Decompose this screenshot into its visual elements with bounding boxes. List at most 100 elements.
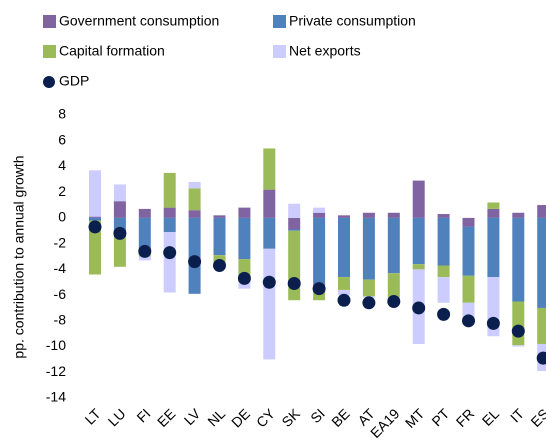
gdp-point xyxy=(462,314,475,328)
y-tick-label: -8 xyxy=(54,312,67,328)
y-axis-title: pp. contribution to annual growth xyxy=(11,155,27,358)
bar-segment xyxy=(263,248,276,360)
y-tick-label: -12 xyxy=(46,363,66,379)
gdp-point xyxy=(412,301,426,315)
bar-segment xyxy=(213,215,226,218)
bar-segment xyxy=(537,307,546,344)
bar-segment xyxy=(462,217,475,227)
bar-segment xyxy=(387,217,400,274)
x-tick-label: NL xyxy=(204,405,228,429)
bar-segment xyxy=(437,265,450,278)
legend-marker xyxy=(43,76,55,88)
bar-segment xyxy=(188,181,201,189)
gdp-point xyxy=(362,296,376,310)
bar-segment xyxy=(437,214,450,218)
bar-segment xyxy=(163,232,176,293)
bar-segment xyxy=(163,207,176,218)
y-tick-label: 8 xyxy=(58,106,66,122)
bar-segment xyxy=(437,217,450,266)
x-tick-label: ES xyxy=(527,405,546,430)
gdp-point xyxy=(287,277,301,291)
bar-segment xyxy=(338,217,350,278)
y-tick-label: 4 xyxy=(58,157,66,173)
gdp-point xyxy=(262,275,276,289)
bar-segment xyxy=(362,279,375,297)
x-tick-label: FI xyxy=(133,405,153,425)
legend-label: Private consumption xyxy=(289,13,416,29)
legend-label: Government consumption xyxy=(59,13,219,29)
bar-segment xyxy=(238,207,251,218)
bar-segment xyxy=(89,216,101,218)
bar-segment xyxy=(338,277,350,290)
x-tick-label: MT xyxy=(402,405,428,431)
bar-segment xyxy=(462,226,475,276)
bar-segment xyxy=(263,217,276,249)
gdp-point xyxy=(213,259,226,273)
bar-segment xyxy=(412,217,425,265)
bar-segment xyxy=(213,217,226,256)
legend-label: Net exports xyxy=(289,43,361,59)
x-tick-label: LV xyxy=(181,405,204,428)
bar-segment xyxy=(263,148,276,190)
x-tick-label: EE xyxy=(154,405,179,430)
bar-segment xyxy=(313,217,326,293)
gdp-point xyxy=(387,295,401,309)
gdp-point xyxy=(188,255,202,269)
x-tick-label: EL xyxy=(479,405,503,429)
y-tick-label: 2 xyxy=(58,183,66,199)
x-tick-label: PT xyxy=(428,405,452,429)
bar-segment xyxy=(263,189,276,218)
bar-segment xyxy=(313,292,326,301)
bar-segment xyxy=(338,289,350,296)
x-tick-label: DE xyxy=(228,405,253,430)
y-tick-label: 6 xyxy=(58,131,66,147)
legend-label: Capital formation xyxy=(59,43,165,59)
x-tick-label: LT xyxy=(82,405,104,427)
bar-segment xyxy=(238,217,251,260)
bar-segment xyxy=(113,201,126,218)
bar-segment xyxy=(188,188,201,211)
bar-segment xyxy=(338,215,350,218)
y-tick-label: 0 xyxy=(58,209,66,225)
bar-segment xyxy=(288,203,301,218)
bar-segment xyxy=(113,184,126,202)
bar-segment xyxy=(138,256,151,261)
x-tick-label: LU xyxy=(105,405,129,429)
legend-label: GDP xyxy=(59,73,89,89)
bar-segment xyxy=(138,208,151,218)
bar-segment xyxy=(113,237,126,267)
bar-segment xyxy=(89,217,101,221)
gdp-point xyxy=(337,293,351,307)
x-tick-label: IT xyxy=(507,405,527,425)
bar-segment xyxy=(412,180,425,218)
bar-segment xyxy=(138,217,151,253)
gdp-point xyxy=(312,282,326,296)
y-tick-label: -4 xyxy=(54,260,67,276)
legend-swatch xyxy=(43,45,56,58)
bar-segment xyxy=(512,345,525,347)
bar-segment xyxy=(362,212,375,218)
bar-segment xyxy=(238,282,251,289)
bar-segment xyxy=(512,301,525,346)
bar-segment xyxy=(487,208,500,218)
bar-segment xyxy=(387,273,400,298)
gdp-point xyxy=(486,316,500,330)
bar-segment xyxy=(387,212,400,218)
y-tick-label: -2 xyxy=(54,234,67,250)
bar-segment xyxy=(437,277,450,303)
bar-segment xyxy=(89,170,101,217)
bar-segment xyxy=(313,207,326,213)
gdp-point xyxy=(88,220,102,234)
gdp-point xyxy=(113,226,127,240)
bar-segment xyxy=(288,229,301,231)
bar-segment xyxy=(537,205,546,218)
y-tick-label: -10 xyxy=(46,337,66,353)
x-tick-label: BE xyxy=(328,405,353,430)
bar-segment xyxy=(362,217,375,280)
bar-segment xyxy=(412,264,425,270)
x-tick-label: SK xyxy=(278,405,303,430)
gdp-point xyxy=(163,246,177,260)
bar-segment xyxy=(512,212,525,218)
